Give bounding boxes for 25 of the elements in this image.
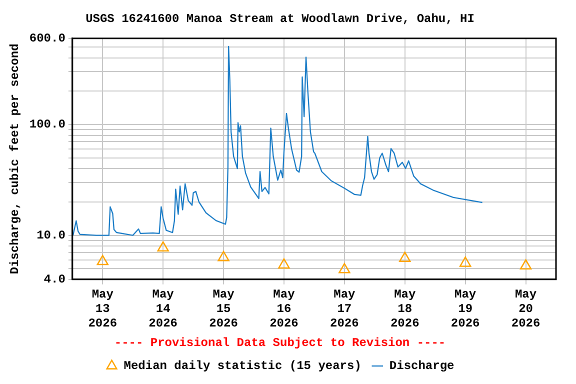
x-tick-label: May 20 2026 [511, 288, 540, 330]
x-tick-label: May 15 2026 [209, 288, 238, 330]
x-tick-label: May 19 2026 [450, 288, 480, 330]
point [218, 250, 230, 262]
point [520, 259, 532, 270]
y-tick-label: 600.0 [29, 31, 66, 46]
x-tick-label: May 13 2026 [88, 288, 118, 330]
point [399, 252, 411, 262]
legend-label: Discharge [389, 359, 454, 374]
x-tick-label: May 16 2026 [270, 288, 298, 330]
point [338, 262, 350, 274]
point [278, 258, 290, 269]
legend-label: Median daily statistic (15 years) [124, 359, 362, 374]
y-tick-label: 100.0 [29, 118, 66, 132]
y-tick-label: 10.0 [36, 228, 66, 242]
x-tick-label: May 18 2026 [390, 288, 420, 330]
point [459, 256, 472, 267]
point [157, 241, 169, 252]
x-tick-label: May 14 2026 [148, 288, 178, 330]
x-tick-label: May 17 2026 [330, 288, 359, 330]
chart-title: USGS 16241600 Manoa Stream at Woodlawn Drive, Oahu, HI [86, 12, 474, 26]
y-tick-label: 4.0 [44, 272, 66, 286]
point [96, 254, 108, 266]
y-axis-title: Discharge, cubic feet per second [8, 44, 22, 274]
text: ---- Provisional Data Subject to Revision ---- [114, 336, 446, 350]
